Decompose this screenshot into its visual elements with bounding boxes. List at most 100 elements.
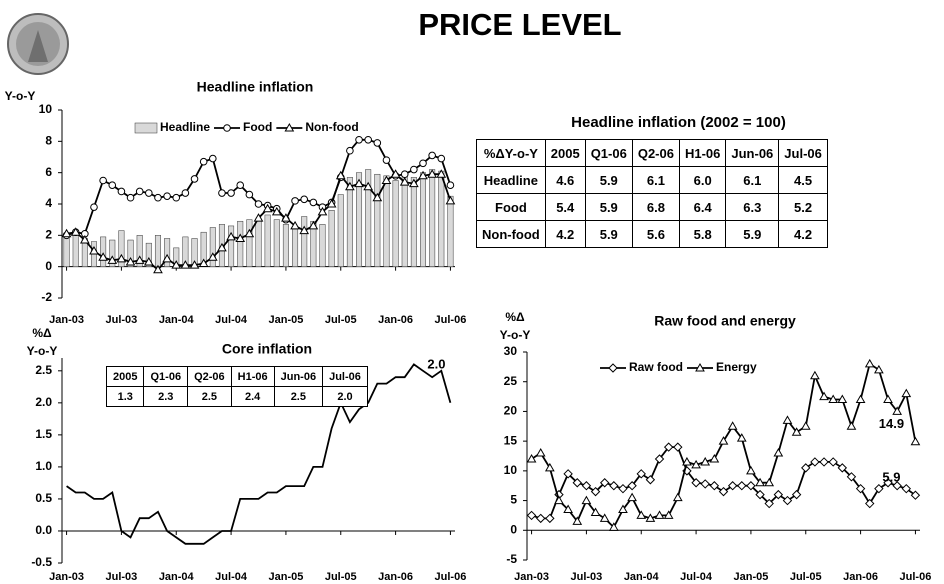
marker: [737, 481, 747, 491]
cell: 4.5: [778, 166, 828, 194]
marker: [190, 175, 199, 183]
marker: [864, 358, 875, 368]
header-cell: 2005: [105, 366, 145, 387]
bar: [72, 233, 79, 267]
marker: [572, 516, 583, 525]
marker: [618, 483, 628, 494]
bar: [154, 235, 161, 267]
bar: [292, 228, 299, 267]
marker: [819, 391, 829, 401]
marker: [90, 203, 98, 211]
marker: [373, 139, 382, 147]
x-tick-label: Jan-06: [378, 571, 413, 583]
marker: [126, 193, 135, 202]
marker: [107, 255, 118, 264]
marker: [223, 124, 231, 132]
marker: [727, 481, 738, 491]
marker: [428, 151, 436, 160]
x-tick-label: Jul-03: [106, 571, 138, 583]
marker: [99, 176, 107, 185]
marker: [381, 175, 392, 184]
bar: [365, 169, 372, 267]
bar: [447, 195, 454, 267]
marker: [673, 442, 683, 452]
marker: [437, 154, 446, 163]
header-cell: 2005: [544, 139, 586, 167]
marker: [645, 475, 656, 485]
x-tick-label: Jan-04: [159, 571, 195, 583]
cell: 6.1: [725, 166, 780, 194]
marker: [846, 421, 857, 430]
marker: [181, 189, 190, 197]
x-tick-label: Jan-05: [268, 314, 303, 326]
marker: [364, 135, 372, 144]
marker: [782, 415, 793, 424]
y-tick-label: 4: [45, 196, 52, 210]
chart-title: Raw food and energy: [654, 313, 796, 329]
marker: [117, 187, 126, 196]
bar: [401, 175, 408, 267]
table-title: Headline inflation (2002 = 100): [571, 114, 786, 131]
cell: 6.4: [678, 193, 727, 221]
y-tick-label: 2.0: [35, 395, 52, 409]
marker: [764, 498, 774, 509]
y-tick-label: 0.5: [35, 491, 52, 505]
x-tick-label: Jan-04: [624, 571, 660, 583]
bar: [346, 177, 353, 267]
row: 1.3 2.3 2.5 2.4 2.5 2.0: [105, 386, 368, 407]
marker: [608, 522, 619, 531]
row: Food 5.4 5.9 6.8 6.4 6.3 5.2: [476, 193, 828, 221]
marker: [901, 483, 911, 494]
marker: [198, 258, 209, 268]
y-tick-label: 0: [45, 259, 52, 273]
page-title: PRICE LEVEL: [418, 7, 621, 42]
legend-label: Energy: [716, 360, 757, 374]
marker: [691, 478, 701, 488]
bar: [63, 235, 70, 267]
bar: [392, 180, 399, 267]
marker: [419, 159, 427, 168]
cell: 6.8: [631, 193, 680, 221]
bar: [228, 225, 235, 267]
cell: 6.3: [725, 193, 780, 221]
line: [66, 363, 452, 545]
bar: [410, 177, 417, 267]
header-cell: Q2-06: [187, 366, 232, 387]
marker: [695, 362, 705, 372]
legend-swatch: [134, 122, 158, 134]
marker: [663, 442, 674, 452]
marker: [581, 495, 592, 505]
marker: [554, 495, 564, 505]
x-tick-label: Jul-06: [435, 314, 467, 326]
data-label: 5.9: [882, 470, 900, 485]
marker: [590, 507, 601, 516]
marker: [427, 169, 438, 178]
marker: [837, 394, 848, 404]
y-tick-label: 1.0: [35, 459, 52, 473]
y-tick-label: -0.5: [31, 555, 52, 569]
bar: [356, 172, 363, 267]
y-tick-label: 2: [45, 228, 52, 242]
bar: [109, 239, 116, 267]
marker: [271, 206, 282, 216]
y-tick-label: -5: [506, 552, 517, 566]
bar: [255, 217, 262, 267]
marker: [663, 510, 674, 519]
marker: [545, 513, 555, 524]
y-tick-label: 30: [504, 344, 518, 358]
x-tick-label: Jul-04: [215, 314, 248, 326]
marker: [837, 463, 848, 473]
cell: 5.4: [544, 193, 586, 221]
marker: [354, 178, 364, 188]
bar: [100, 236, 107, 267]
marker: [865, 498, 875, 509]
cell: 4.2: [778, 220, 828, 248]
x-tick-label: Jul-06: [900, 571, 932, 583]
marker: [892, 481, 902, 491]
header-cell: Q1-06: [143, 366, 189, 387]
core-table: 2005 Q1-06 Q2-06 H1-06 Jun-06 Jul-06 1.3 2.3 2.5…: [105, 366, 368, 407]
marker: [244, 228, 255, 238]
marker: [171, 260, 182, 269]
cell: 2.0: [322, 386, 368, 407]
marker: [654, 510, 665, 519]
